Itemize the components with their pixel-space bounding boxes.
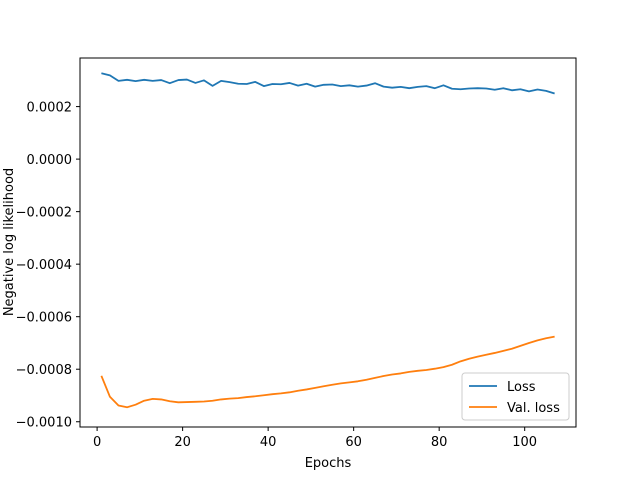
legend-label-val-loss: Val. loss bbox=[507, 401, 560, 416]
y-tick-label: −0.0010 bbox=[16, 416, 72, 431]
y-tick-label: −0.0004 bbox=[16, 258, 72, 273]
y-axis-ticks: 0.0002 0.0000 −0.0002 −0.0004 −0.0006 −0.0008… bbox=[16, 101, 80, 431]
x-tick-label: 100 bbox=[512, 435, 537, 450]
y-tick-label: −0.0002 bbox=[16, 206, 72, 221]
x-tick-label: 0 bbox=[93, 435, 101, 450]
legend-frame bbox=[461, 372, 570, 421]
x-axis-ticks: 0 20 40 60 80 100 bbox=[93, 427, 537, 450]
series-line-loss bbox=[101, 72, 555, 95]
x-tick-label: 40 bbox=[260, 435, 277, 450]
x-tick-label: 20 bbox=[174, 435, 191, 450]
plot-area-frame bbox=[79, 57, 577, 428]
series-layer bbox=[100, 72, 555, 409]
x-axis-label: Epochs bbox=[305, 456, 352, 471]
y-tick-label: −0.0006 bbox=[16, 311, 72, 326]
series-line-val-loss bbox=[100, 335, 555, 409]
y-tick-label: 0.0002 bbox=[27, 101, 73, 116]
y-tick-label: 0.0000 bbox=[27, 153, 73, 168]
legend-label-loss: Loss bbox=[507, 380, 536, 395]
y-axis-label: Negative log likelihood bbox=[2, 168, 17, 316]
legend: Loss Val. loss bbox=[461, 372, 570, 421]
y-tick-label: −0.0008 bbox=[16, 363, 72, 378]
x-tick-label: 80 bbox=[431, 435, 448, 450]
x-tick-label: 60 bbox=[345, 435, 362, 450]
